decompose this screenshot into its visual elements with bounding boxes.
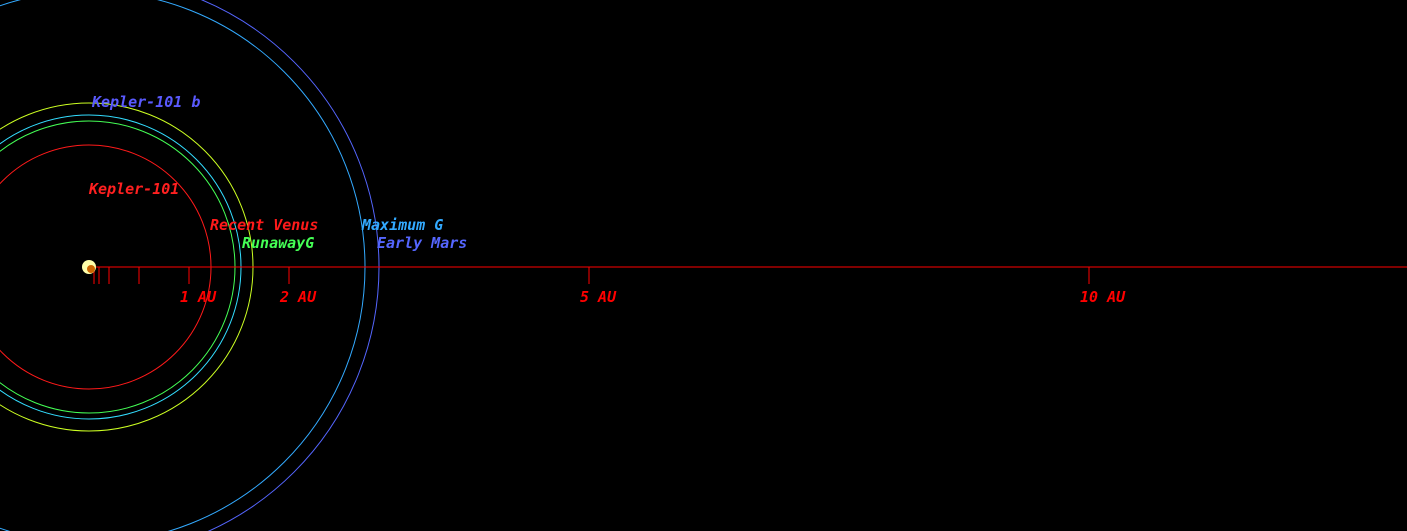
star-core bbox=[87, 265, 95, 273]
zone-orbit-3 bbox=[200, 0, 380, 531]
orbit-circles bbox=[0, 0, 380, 531]
tick-label: 2 AU bbox=[279, 288, 317, 306]
zone-label-early-mars: Early Mars bbox=[377, 234, 467, 252]
zone-label-runaway-g: RunawayG bbox=[242, 234, 314, 252]
zone-label-maximum-g: Maximum G bbox=[361, 216, 443, 234]
tick-label: 10 AU bbox=[1080, 288, 1126, 306]
star-label: Kepler-101 bbox=[88, 180, 179, 198]
tick-label: 5 AU bbox=[580, 288, 617, 306]
tick-label: 1 AU bbox=[180, 288, 217, 306]
axis-tick-labels: 1 AU 2 AU 5 AU 10 AU bbox=[180, 288, 1126, 306]
planet-label: Kepler-101 b bbox=[91, 93, 200, 111]
axis-ticks bbox=[93, 267, 1090, 284]
zone-label-recent-venus: Recent Venus bbox=[210, 216, 318, 234]
